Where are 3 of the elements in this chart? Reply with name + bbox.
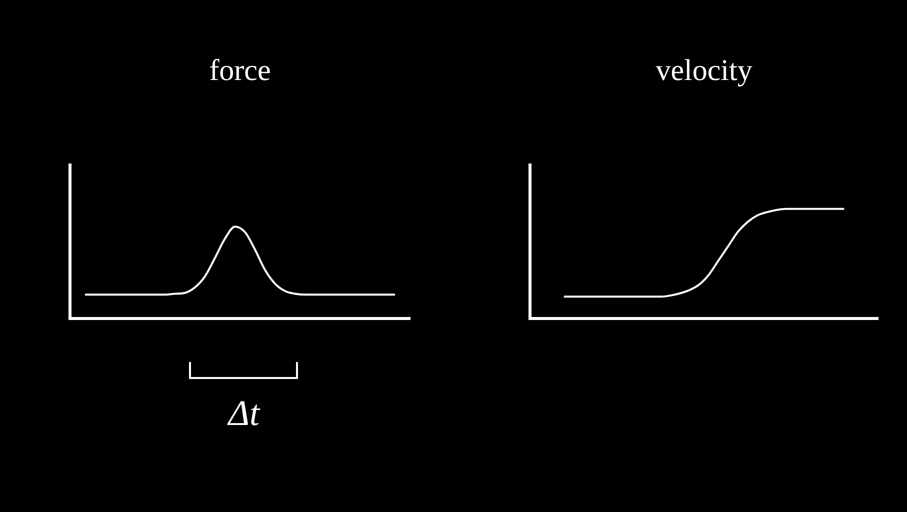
chart-title: velocity	[656, 54, 752, 87]
chart-title: force	[209, 54, 271, 87]
text: Δt	[228, 392, 260, 434]
